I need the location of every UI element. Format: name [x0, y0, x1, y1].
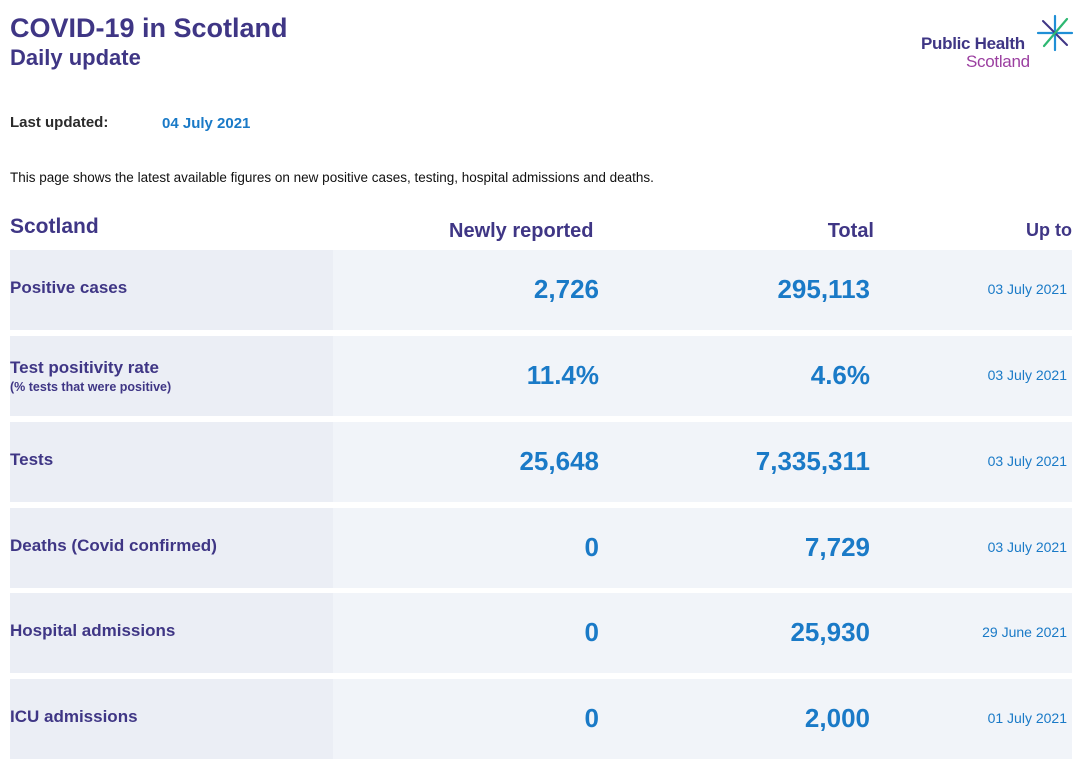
row-up-to-date: 03 July 2021: [987, 453, 1067, 469]
table-header-newly-reported: Newly reported: [449, 220, 594, 242]
table-row: Positive cases 2,726 295,113 03 July 2021: [10, 250, 1072, 330]
row-newly-reported-value: 0: [584, 617, 599, 647]
row-label-cell: Hospital admissions: [10, 593, 333, 673]
row-total-value: 2,000: [804, 703, 870, 733]
row-total-value: 7,335,311: [755, 446, 870, 476]
table-row: Tests 25,648 7,335,311 03 July 2021: [10, 422, 1072, 502]
row-label-cell: Test positivity rate (% tests that were p…: [10, 336, 333, 416]
last-updated-label: Last updated:: [10, 114, 109, 131]
table-header-up-to: Up to: [1026, 220, 1072, 240]
row-newly-reported-value: 0: [584, 703, 599, 733]
table-header-total: Total: [827, 220, 874, 242]
row-label: Test positivity rate: [10, 358, 159, 377]
table-row: Test positivity rate (% tests that were p…: [10, 336, 1072, 416]
row-total-value: 25,930: [790, 617, 870, 647]
row-newly-reported-value: 2,726: [533, 274, 599, 304]
table-header-region: Scotland: [10, 215, 99, 238]
row-newly-reported-value: 0: [584, 532, 599, 562]
table-row: Hospital admissions 0 25,930 29 June 2021: [10, 593, 1072, 673]
table-row: Deaths (Covid confirmed) 0 7,729 03 July 20…: [10, 508, 1072, 588]
logo-text-scotland: Scotland: [966, 52, 1030, 71]
row-newly-reported-value: 11.4%: [526, 360, 599, 390]
row-total-value: 4.6%: [810, 360, 870, 390]
row-label: ICU admissions: [10, 707, 138, 726]
public-health-scotland-logo: Public Health Scotland: [918, 14, 1074, 74]
row-label: Hospital admissions: [10, 621, 176, 640]
logo-text-public-health: Public Health: [921, 34, 1025, 53]
row-label: Tests: [10, 450, 54, 469]
row-label-cell: ICU admissions: [10, 679, 333, 759]
logo-star-icon: [1036, 14, 1074, 52]
row-label-cell: Tests: [10, 422, 333, 502]
table-row: ICU admissions 0 2,000 01 July 2021: [10, 679, 1072, 759]
row-newly-reported-value: 25,648: [519, 446, 599, 476]
intro-text: This page shows the latest available fig…: [10, 170, 654, 185]
row-up-to-date: 29 June 2021: [982, 624, 1067, 640]
page-subtitle: Daily update: [10, 45, 141, 70]
row-label: Positive cases: [10, 278, 128, 297]
row-up-to-date: 03 July 2021: [987, 367, 1067, 383]
row-up-to-date: 01 July 2021: [987, 710, 1067, 726]
row-label-cell: Positive cases: [10, 250, 333, 330]
row-total-value: 7,729: [804, 532, 870, 562]
page-title: COVID-19 in Scotland: [10, 13, 288, 43]
row-label-cell: Deaths (Covid confirmed): [10, 508, 333, 588]
last-updated-date: 04 July 2021: [162, 115, 251, 132]
row-up-to-date: 03 July 2021: [987, 539, 1067, 555]
row-up-to-date: 03 July 2021: [987, 281, 1067, 297]
row-label: Deaths (Covid confirmed): [10, 536, 217, 555]
row-total-value: 295,113: [777, 274, 870, 304]
row-sublabel: (% tests that were positive): [10, 380, 172, 394]
